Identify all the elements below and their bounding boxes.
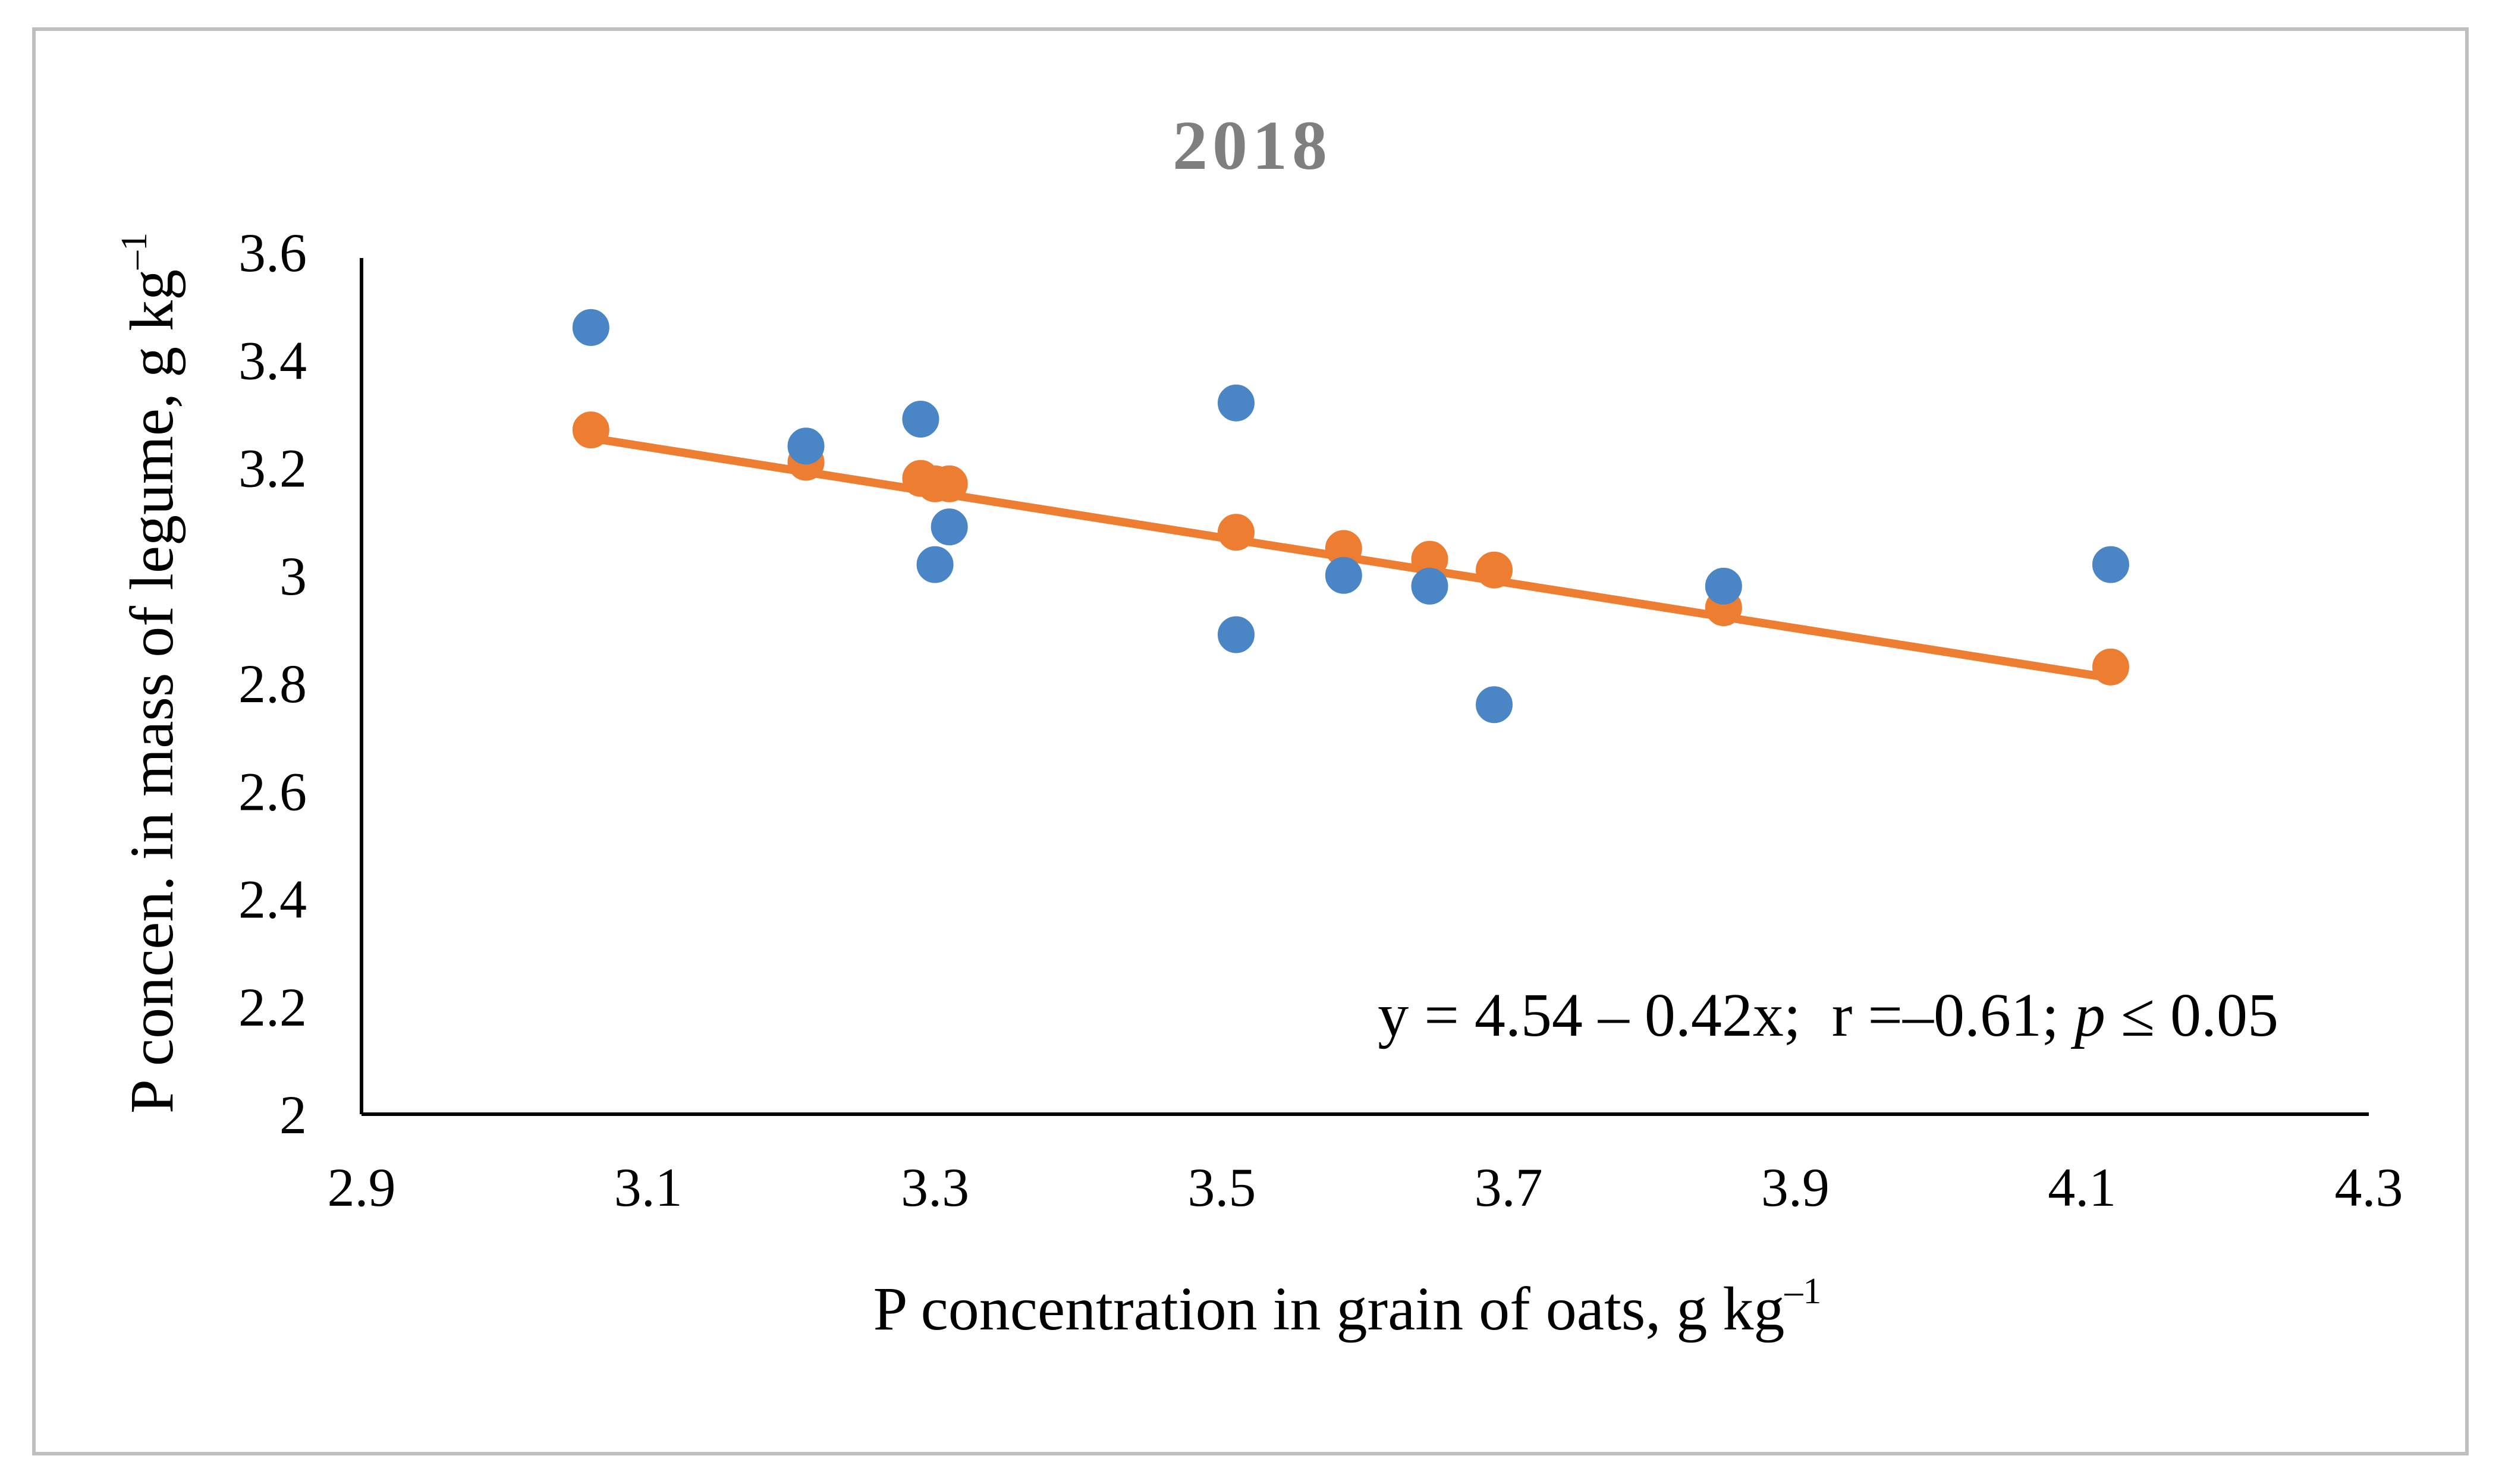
y-tick-label: 3.6 xyxy=(238,222,307,283)
x-tick-label: 2.9 xyxy=(328,1157,396,1218)
chart-title: 2018 xyxy=(1173,106,1332,184)
x-tick-label: 3.5 xyxy=(1187,1157,1256,1218)
y-tick-label: 2.4 xyxy=(238,869,307,930)
x-tick-label: 3.3 xyxy=(901,1157,969,1218)
y-tick-label: 2.8 xyxy=(238,653,307,714)
chart-frame: 2018 2 2.2 2.4 2.6 2.8 3 3.2 3.4 3.6 2.9 3.1 3.3 3.… xyxy=(32,27,2469,1455)
observed-point xyxy=(1705,567,1742,605)
y-tick-label: 3.4 xyxy=(238,330,307,391)
predicted-point xyxy=(572,411,609,449)
p-symbol: p xyxy=(2070,981,2105,1049)
observed-point xyxy=(787,427,825,465)
predicted-point xyxy=(931,465,968,502)
observed-point xyxy=(572,309,609,346)
observed-point xyxy=(1411,567,1448,605)
y-tick-labels: 2 2.2 2.4 2.6 2.8 3 3.2 3.4 3.6 xyxy=(238,222,307,1145)
observed-point xyxy=(1217,384,1255,422)
observed-points xyxy=(572,309,2129,724)
y-tick-label: 2 xyxy=(279,1084,307,1145)
predicted-point xyxy=(2092,648,2129,686)
y-tick-label: 3 xyxy=(279,546,307,606)
observed-point xyxy=(916,546,954,583)
observed-point xyxy=(902,400,939,438)
x-axis-label: P concentration in grain of oats, g kg–1 xyxy=(873,1271,1822,1343)
predicted-point xyxy=(1217,514,1255,551)
x-tick-label: 3.1 xyxy=(614,1157,683,1218)
y-tick-label: 3.2 xyxy=(238,438,307,499)
x-tick-labels: 2.9 3.1 3.3 3.5 3.7 3.9 4.1 4.3 xyxy=(328,1157,2403,1218)
x-tick-label: 4.3 xyxy=(2335,1157,2403,1218)
equation-text: y = 4.54 – 0.42x; r =–0.61; xyxy=(1378,981,2074,1049)
observed-point xyxy=(931,508,968,546)
y-axis-label-superscript: –1 xyxy=(114,232,155,270)
regression-equation: y = 4.54 – 0.42x; r =–0.61; p ≤ 0.05 xyxy=(1378,981,2278,1049)
x-axis-label-superscript: –1 xyxy=(1784,1271,1821,1312)
predicted-point xyxy=(1476,551,1513,589)
y-axis-label-text: P concen. in mass of legume, g kg xyxy=(118,269,186,1114)
y-tick-label: 2.6 xyxy=(238,761,307,822)
x-tick-label: 3.7 xyxy=(1475,1157,1543,1218)
x-tick-label: 4.1 xyxy=(2048,1157,2116,1218)
observed-point xyxy=(1476,686,1513,724)
y-tick-label: 2.2 xyxy=(238,977,307,1037)
observed-point xyxy=(2092,546,2129,583)
observed-point xyxy=(1217,616,1255,653)
p-threshold: ≤ 0.05 xyxy=(2105,981,2278,1049)
observed-point xyxy=(1325,556,1362,594)
x-axis-label-text: P concentration in grain of oats, g kg xyxy=(873,1275,1785,1343)
scatter-chart: 2018 2 2.2 2.4 2.6 2.8 3 3.2 3.4 3.6 2.9 3.1 3.3 3.… xyxy=(114,106,2403,1343)
y-axis-label: P concen. in mass of legume, g kg–1 xyxy=(114,232,186,1114)
x-tick-label: 3.9 xyxy=(1761,1157,1830,1218)
